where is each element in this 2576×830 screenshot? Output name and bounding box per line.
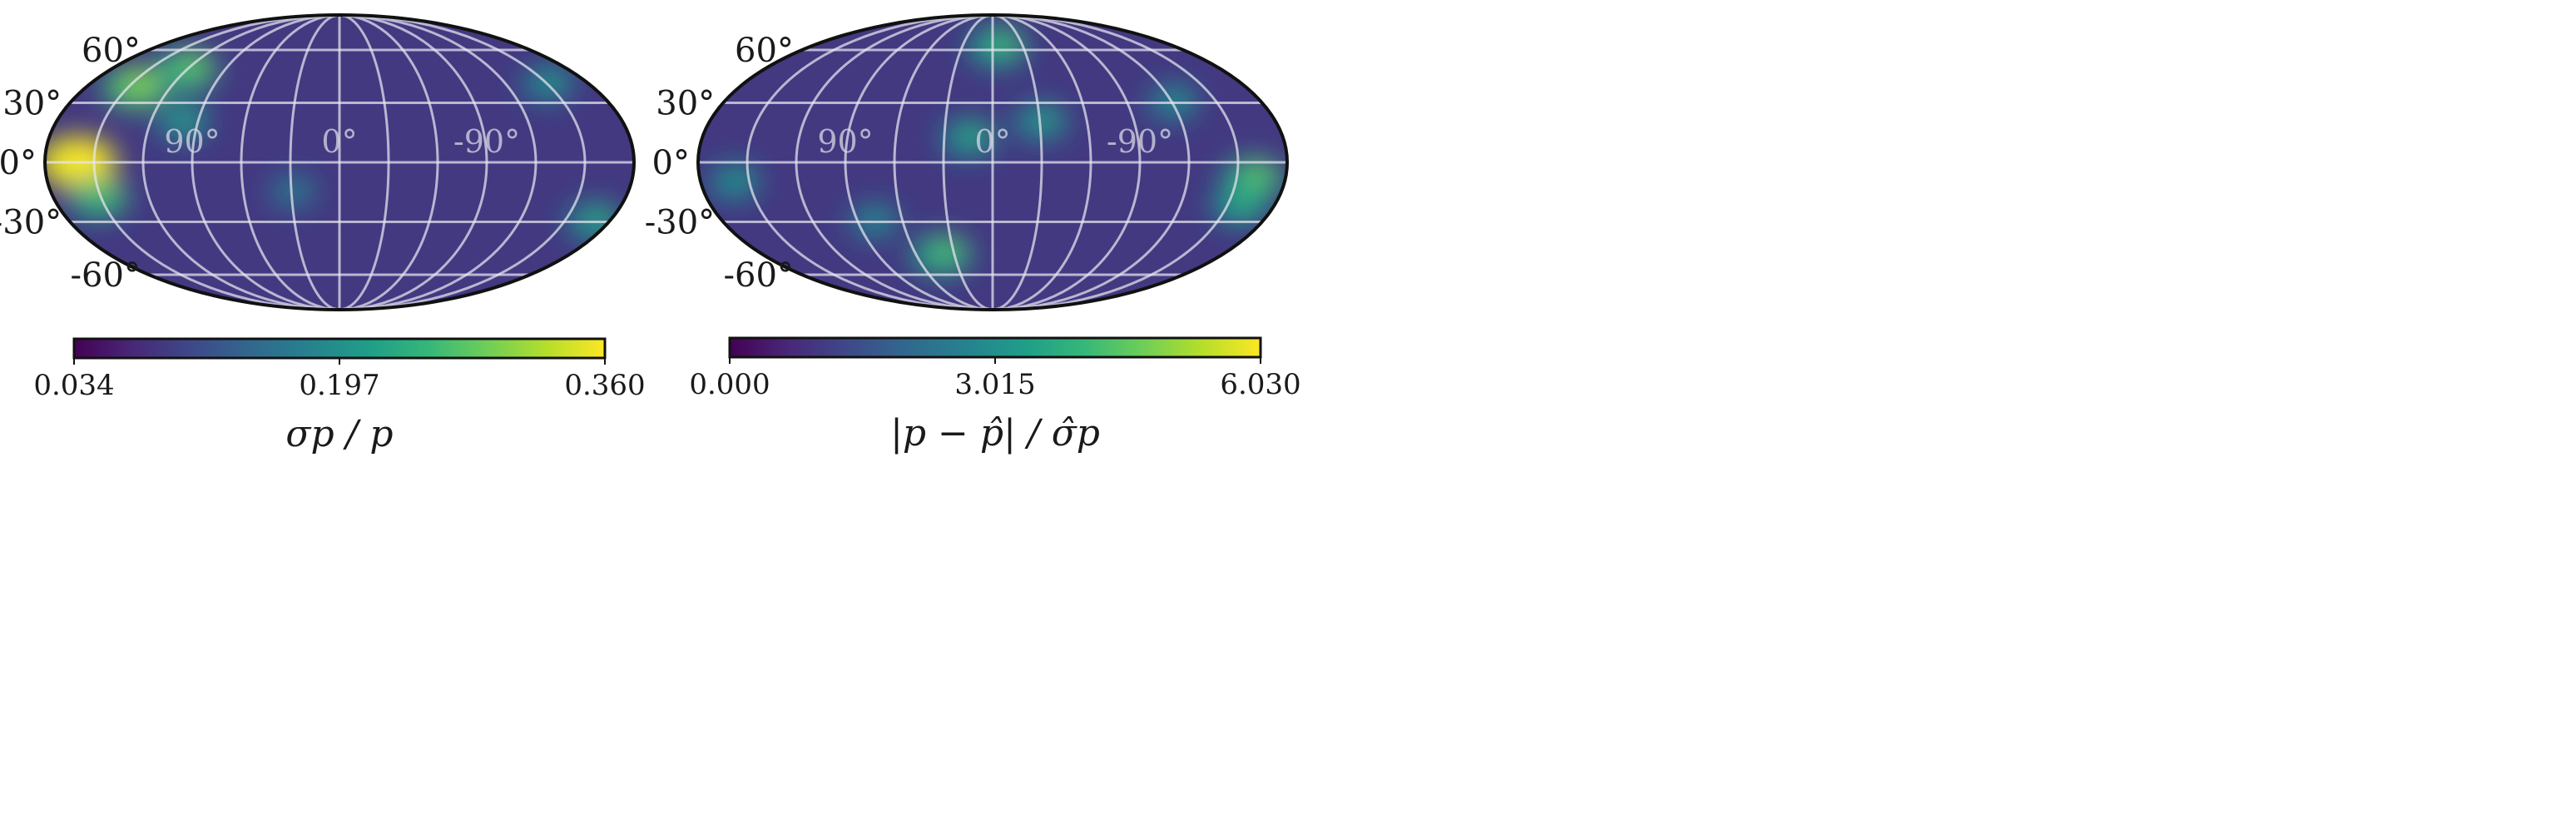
meridian-60 — [240, 15, 340, 310]
colorbar-tick-label: 6.030 — [1220, 368, 1300, 401]
lat-label: 0° — [0, 144, 37, 182]
lat-label: 60° — [82, 32, 141, 70]
map-feature-core-6 — [989, 30, 1019, 53]
meridian-90 — [191, 15, 340, 310]
map-feature-core-2 — [125, 70, 158, 96]
lat-label: -30° — [645, 204, 715, 242]
colorbar-label: σp / p — [285, 413, 393, 455]
lat-label: -60° — [70, 256, 140, 295]
graticule — [45, 15, 634, 310]
meridian--120 — [992, 15, 1191, 310]
lat-label: 30° — [656, 84, 715, 122]
meridian-120 — [141, 15, 340, 310]
meridian-150 — [92, 15, 340, 310]
meridian--90 — [992, 15, 1142, 310]
map-feature-core-6 — [541, 68, 567, 90]
lon-label: 0° — [321, 123, 357, 160]
meridian--150 — [339, 15, 587, 310]
lon-label: -90° — [453, 123, 520, 160]
meridian--60 — [339, 15, 439, 310]
meridian-120 — [795, 15, 993, 310]
graticule — [698, 15, 1287, 310]
colorbar-1: 0.034 0.197 0.360 σp / p — [33, 337, 646, 455]
lon-label: 90° — [817, 123, 873, 160]
meridian--60 — [992, 15, 1092, 310]
lat-label: 0° — [652, 144, 690, 182]
meridian--150 — [992, 15, 1240, 310]
meridian-30 — [289, 15, 340, 310]
map-feature-core-3 — [961, 122, 989, 144]
colorbar-label: |p − p̂| / σ̂p — [890, 412, 1100, 455]
map-outline — [696, 13, 1289, 311]
colorbar-tick-label: 0.360 — [564, 369, 645, 402]
lon-label: 0° — [974, 123, 1010, 160]
map-feature-core-9 — [866, 206, 893, 227]
colorbar-tick-label: 0.034 — [33, 369, 114, 402]
meridian--120 — [339, 15, 537, 310]
meridian-60 — [893, 15, 993, 310]
colorbar-tick-label: 3.015 — [954, 368, 1035, 401]
colorbar-tick-label: 0.000 — [689, 368, 770, 401]
map-feature-core-5 — [933, 238, 964, 261]
lat-label: -60° — [723, 256, 793, 295]
lat-label: 30° — [2, 84, 62, 122]
map-outline — [43, 13, 636, 311]
meridian-90 — [844, 15, 993, 310]
colorbar-gradient — [72, 337, 607, 360]
lat-label: 60° — [735, 32, 794, 70]
meridian--90 — [339, 15, 488, 310]
meridian--30 — [992, 15, 1043, 310]
lon-label: -90° — [1107, 123, 1173, 160]
meridian-30 — [942, 15, 993, 310]
lat-label: -30° — [0, 204, 62, 242]
map-feature-core-7 — [726, 167, 754, 188]
colorbar-tick-label: 0.197 — [299, 369, 379, 402]
meridian--30 — [339, 15, 390, 310]
mollweide-map-2: 90° 0° -90° 60° 30° 0° -30°-60° — [645, 13, 1289, 311]
colorbar-2: 0.000 3.015 6.030 |p − p̂| / σ̂p — [689, 336, 1301, 455]
map-feature-core-1 — [1244, 162, 1276, 186]
map-feature-core-7 — [587, 206, 615, 228]
map-feature-core-4 — [90, 181, 121, 206]
mollweide-map-1: 90° 0° -90° 60° 30° 0° -30°-60° — [0, 13, 636, 311]
colorbar-gradient — [728, 336, 1262, 359]
lon-label: 90° — [164, 123, 220, 160]
meridian-150 — [746, 15, 993, 310]
map-feature-core-2 — [1231, 190, 1261, 212]
map-feature-core-4 — [1033, 107, 1061, 128]
map-feature-core-5 — [175, 107, 203, 128]
map-feature-core-1 — [64, 142, 104, 172]
